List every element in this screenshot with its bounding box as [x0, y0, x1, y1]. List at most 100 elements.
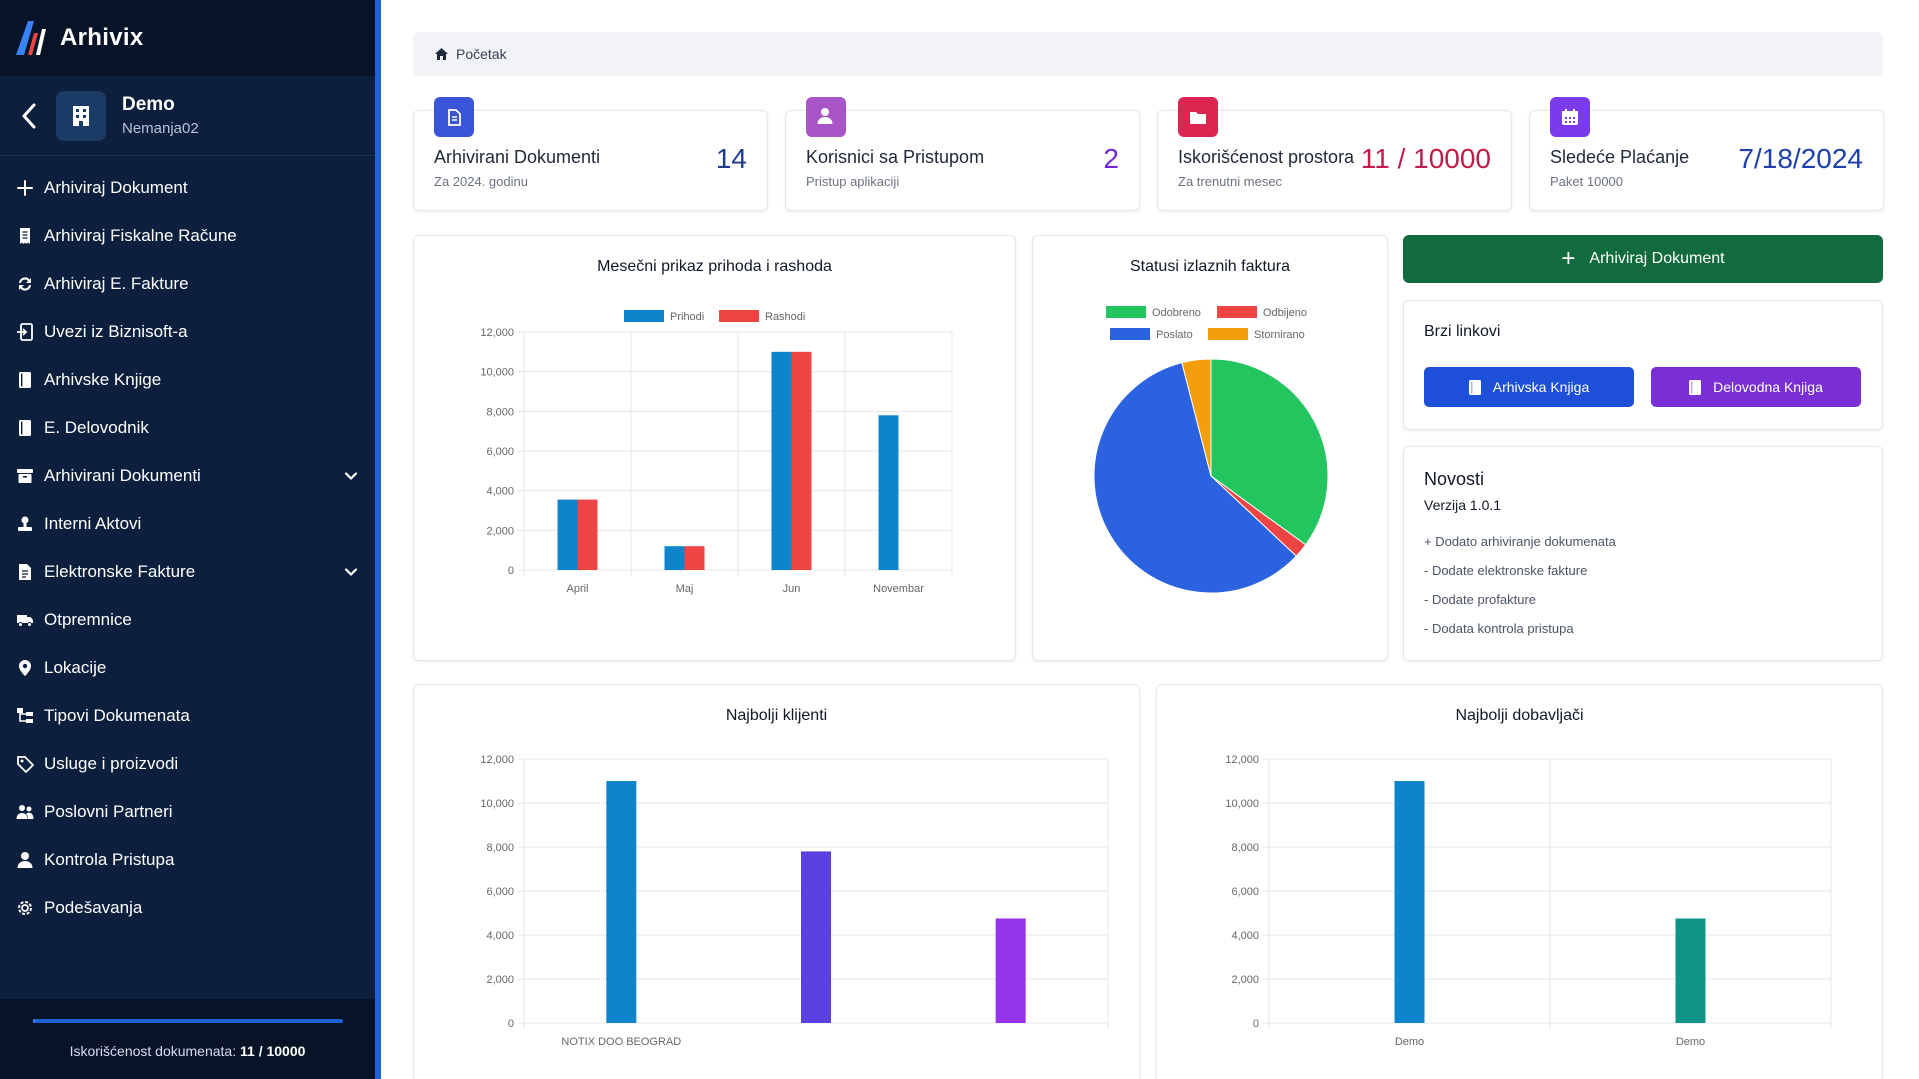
stat-title: Arhivirani Dokumenti: [434, 147, 601, 167]
chevron-down-icon[interactable]: [343, 468, 359, 484]
registry-book-button[interactable]: Delovodna Knjiga: [1651, 367, 1861, 407]
org-info: Demo Nemanja02: [122, 94, 199, 137]
sidebar-item-label: Tipovi Dokumenata: [44, 706, 190, 725]
bar: [878, 415, 899, 570]
news-item: - Dodate profakture: [1424, 592, 1537, 607]
archive-document-button[interactable]: + Arhiviraj Dokument: [1403, 235, 1883, 283]
x-tick-label: Demo: [1395, 1036, 1424, 1048]
tag-icon: [16, 755, 34, 773]
y-tick-label: 4,000: [486, 486, 514, 498]
registry-book-label: Delovodna Knjiga: [1713, 379, 1823, 395]
sidebar-item-tipovi-dokumenata[interactable]: Tipovi Dokumenata: [0, 692, 375, 740]
sidebar-item-label: Usluge i proizvodi: [44, 754, 179, 773]
sidebar-item-uvezi-iz-biznisoft-a[interactable]: Uvezi iz Biznisoft-a: [0, 308, 375, 356]
y-tick-label: 8,000: [486, 406, 514, 418]
sidebar-item-poslovni-partneri[interactable]: Poslovni Partneri: [0, 788, 375, 836]
y-tick-label: 2,000: [486, 525, 514, 537]
sidebar-item-lokacije[interactable]: Lokacije: [0, 644, 375, 692]
sidebar-scrollbar[interactable]: [375, 0, 381, 1079]
legend-label: Poslato: [1156, 329, 1193, 341]
usage-progress-fill: [33, 1019, 35, 1023]
book-icon: [16, 371, 34, 389]
book-icon: [1689, 379, 1702, 395]
user-icon: [806, 97, 846, 137]
monthly-chart-title: Mesečni prikaz prihoda i rashoda: [597, 258, 832, 275]
sidebar-item-interni-aktovi[interactable]: Interni Aktovi: [0, 500, 375, 548]
legend-swatch: [1106, 306, 1146, 318]
gear-icon: [16, 899, 34, 917]
bar: [577, 499, 598, 570]
book-icon: [16, 419, 34, 437]
sidebar-item-label: Elektronske Fakture: [44, 562, 196, 581]
usage-text: Iskorišćenost dokumenata: 11 / 10000: [0, 1043, 375, 1059]
x-tick-label: Jun: [783, 583, 801, 595]
archive-icon: [16, 467, 34, 485]
y-tick-label: 6,000: [1231, 886, 1259, 898]
back-button[interactable]: [14, 96, 44, 136]
location-pin-icon: [16, 659, 34, 677]
invoice-status-chart: Odobreno Odbijeno Poslato Stornirano: [1093, 306, 1329, 594]
bar: [606, 781, 637, 1023]
y-tick-label: 0: [1253, 1018, 1259, 1030]
news-version: Verzija 1.0.1: [1424, 497, 1502, 513]
home-icon[interactable]: [435, 48, 448, 60]
quick-links-title: Brzi linkovi: [1424, 323, 1501, 340]
sidebar-item-arhiviraj-fiskalne-racune[interactable]: Arhiviraj Fiskalne Račune: [0, 212, 375, 260]
sidebar-item-elektronske-fakture[interactable]: Elektronske Fakture: [0, 548, 375, 596]
org-user: Nemanja02: [122, 120, 199, 137]
archive-book-label: Arhivska Knjiga: [1492, 379, 1590, 395]
document-icon: [434, 97, 474, 137]
bar: [1394, 781, 1425, 1023]
import-icon: [16, 323, 34, 341]
bar: [801, 851, 831, 1023]
y-tick-label: 2,000: [1231, 974, 1259, 986]
book-icon: [1468, 379, 1481, 395]
stat-value: 2: [1103, 143, 1119, 174]
sidebar-item-arhiviraj-e-fakture[interactable]: Arhiviraj E. Fakture: [0, 260, 375, 308]
legend-label: Prihodi: [670, 311, 704, 323]
plus-icon: [16, 179, 34, 197]
sidebar-item-label: Uvezi iz Biznisoft-a: [44, 322, 188, 341]
legend-swatch: [719, 310, 759, 322]
sidebar-item-arhivske-knjige[interactable]: Arhivske Knjige: [0, 356, 375, 404]
stat-card: Arhivirani Dokumenti Za 2024. godinu 14: [413, 97, 768, 211]
sidebar-item-arhiviraj-dokument[interactable]: Arhiviraj Dokument: [0, 164, 375, 212]
chevron-down-icon[interactable]: [343, 564, 359, 580]
sidebar-nav: Arhiviraj Dokument Arhiviraj Fiskalne Rač…: [0, 156, 375, 932]
x-tick-label: NOTIX DOO BEOGRAD: [561, 1036, 681, 1048]
pie-slice: [1093, 362, 1297, 594]
sidebar-item-arhivirani-dokumenti[interactable]: Arhivirani Dokumenti: [0, 452, 375, 500]
sidebar-item-usluge-i-proizvodi[interactable]: Usluge i proizvodi: [0, 740, 375, 788]
sidebar-item-label: Otpremnice: [44, 610, 132, 629]
stat-title: Iskorišćenost prostora: [1178, 147, 1355, 167]
usage-label: Iskorišćenost dokumenata:: [69, 1043, 237, 1059]
org-name: Demo: [122, 94, 175, 115]
monthly-chart: 0 2,000 4,000 6,000 8,000 10,000 12,000 Prihodi…: [480, 310, 953, 595]
archive-book-button[interactable]: Arhivska Knjiga: [1424, 367, 1634, 407]
building-icon: [56, 90, 106, 141]
sidebar-item-kontrola-pristupa[interactable]: Kontrola Pristupa: [0, 836, 375, 884]
sidebar-item-e-delovodnik[interactable]: E. Delovodnik: [0, 404, 375, 452]
news-item: - Dodata kontrola pristupa: [1424, 621, 1574, 636]
sidebar-item-label: Arhiviraj Fiskalne Račune: [44, 226, 237, 245]
legend-label: Odobreno: [1152, 307, 1201, 319]
calendar-icon: [1550, 97, 1590, 137]
plus-icon: +: [1561, 245, 1576, 272]
top-clients-chart-title: Najbolji klijenti: [725, 707, 828, 724]
sidebar-item-label: Arhiviraj E. Fakture: [44, 274, 189, 293]
archive-document-button-label: Arhiviraj Dokument: [1589, 250, 1725, 267]
stat-value: 14: [715, 143, 747, 174]
pie-slice: [1181, 358, 1212, 477]
sidebar-item-label: Arhivirani Dokumenti: [44, 466, 201, 485]
sidebar-item-podesavanja[interactable]: Podešavanja: [0, 884, 375, 932]
monthly-chart-card: Mesečni prikaz prihoda i rashoda 0 2,000 4…: [413, 235, 1016, 661]
breadcrumb-home[interactable]: Početak: [456, 46, 507, 62]
stat-subtitle: Pristup aplikaciji: [806, 174, 900, 189]
sidebar-item-label: Kontrola Pristupa: [44, 850, 175, 869]
sidebar-item-otpremnice[interactable]: Otpremnice: [0, 596, 375, 644]
legend-swatch: [1217, 306, 1257, 318]
usage-value: 11 / 10000: [240, 1043, 306, 1059]
breadcrumb: Početak: [413, 32, 1883, 76]
y-tick-label: 6,000: [486, 886, 514, 898]
stat-card: Sledeće Plaćanje Paket 10000 7/18/2024: [1529, 97, 1884, 211]
